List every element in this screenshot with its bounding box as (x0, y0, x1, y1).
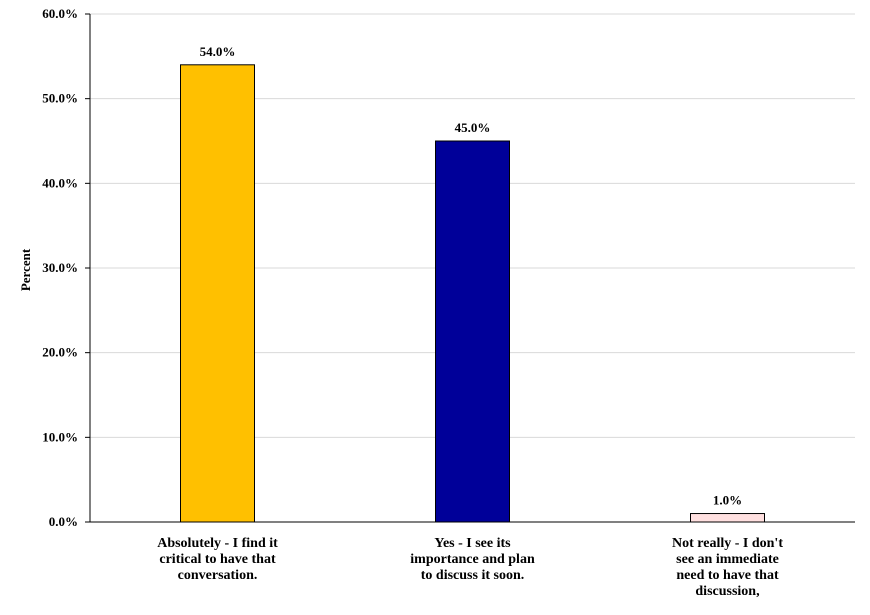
data-label: 45.0% (455, 120, 491, 135)
axes (85, 13, 855, 523)
bar (180, 64, 255, 523)
y-tick-label: 10.0% (42, 429, 78, 444)
y-tick-label: 0.0% (49, 514, 78, 529)
y-axis-title: Percent (18, 248, 33, 291)
data-label: 1.0% (713, 493, 742, 508)
category-labels: Absolutely - I find it critical to have t… (157, 536, 783, 599)
category-label: Yes - I see its importance and plan to dis… (410, 536, 535, 583)
y-tick-label: 20.0% (42, 345, 78, 360)
data-label: 54.0% (200, 44, 236, 59)
y-tick-label: 60.0% (42, 6, 78, 21)
category-label: Absolutely - I find it critical to have t… (157, 536, 278, 583)
y-tick-labels: 0.0% 10.0% 20.0% 30.0% 40.0% 50.0% 60.0% (42, 6, 78, 529)
bars (180, 64, 765, 523)
bar (435, 140, 510, 523)
y-tick-label: 30.0% (42, 260, 78, 275)
bar (690, 513, 765, 523)
y-tick-label: 40.0% (42, 175, 78, 190)
y-tick-label: 50.0% (42, 91, 78, 106)
category-label: Not really - I don't see an immediate need… (672, 536, 783, 599)
data-labels: 54.0% 45.0% 1.0% (200, 44, 743, 508)
